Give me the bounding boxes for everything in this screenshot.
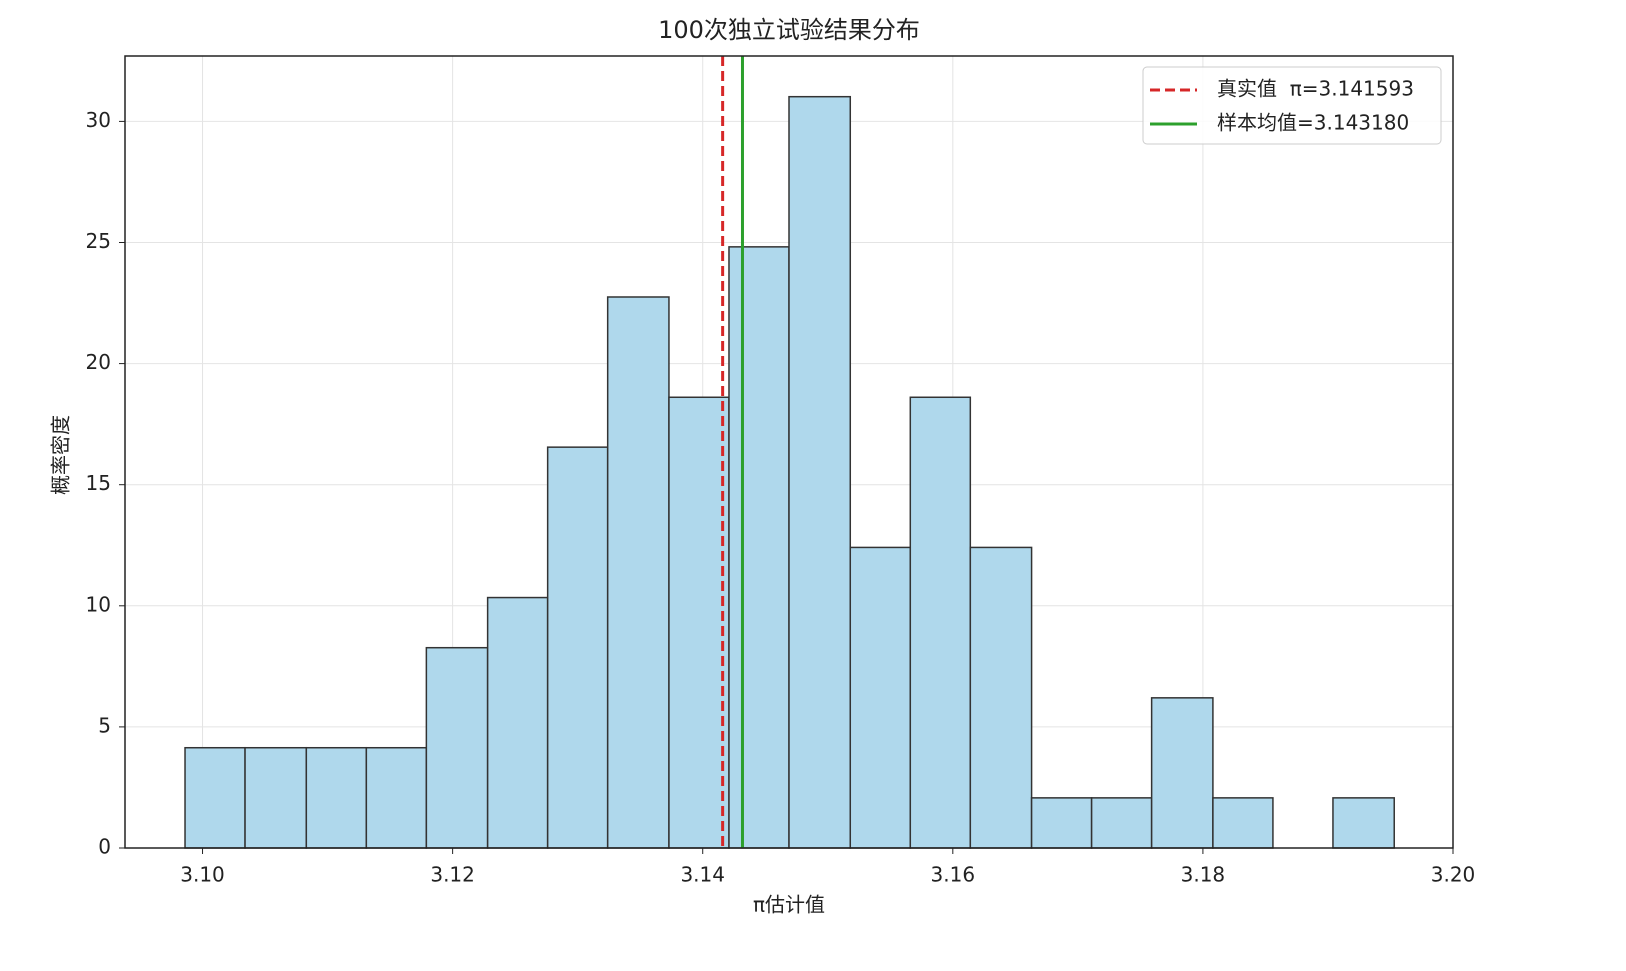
- y-axis-label: 概率密度: [49, 415, 73, 495]
- x-axis-label: π估计值: [753, 893, 825, 917]
- bar: [788, 95, 852, 849]
- y-tick-label: 25: [86, 229, 111, 253]
- bar: [969, 546, 1033, 849]
- bar: [909, 396, 972, 849]
- x-tick-label: 3.20: [1431, 863, 1476, 887]
- y-tick-label: 30: [86, 108, 111, 132]
- bar: [1090, 797, 1153, 849]
- bar: [244, 746, 308, 849]
- bar: [668, 396, 730, 849]
- bar: [728, 246, 790, 849]
- bar: [849, 546, 912, 849]
- bar: [1212, 797, 1274, 849]
- bar: [606, 296, 670, 849]
- bar: [486, 596, 549, 849]
- y-tick-label: 20: [86, 350, 111, 374]
- bar: [546, 446, 609, 849]
- x-tick-label: 3.18: [1181, 863, 1226, 887]
- x-tick-label: 3.12: [430, 863, 475, 887]
- bar: [365, 746, 428, 849]
- y-tick-label: 15: [86, 471, 111, 495]
- y-tick-label: 5: [98, 713, 111, 737]
- bar: [305, 746, 368, 849]
- bar: [1030, 797, 1093, 849]
- legend-label: 样本均值=3.143180: [1217, 111, 1409, 135]
- legend-label: 真实值 π=3.141593: [1217, 77, 1414, 101]
- chart-title: 100次独立试验结果分布: [658, 16, 920, 44]
- bar: [1332, 797, 1395, 849]
- x-tick-label: 3.14: [680, 863, 725, 887]
- bar: [425, 646, 489, 849]
- y-tick-label: 0: [98, 835, 111, 859]
- x-tick-label: 3.10: [180, 863, 225, 887]
- y-tick-label: 10: [86, 592, 111, 616]
- bar: [184, 746, 246, 849]
- x-tick-label: 3.16: [931, 863, 976, 887]
- legend-box: [1142, 66, 1442, 145]
- plot-frame: [124, 55, 1454, 849]
- bar: [1150, 697, 1214, 849]
